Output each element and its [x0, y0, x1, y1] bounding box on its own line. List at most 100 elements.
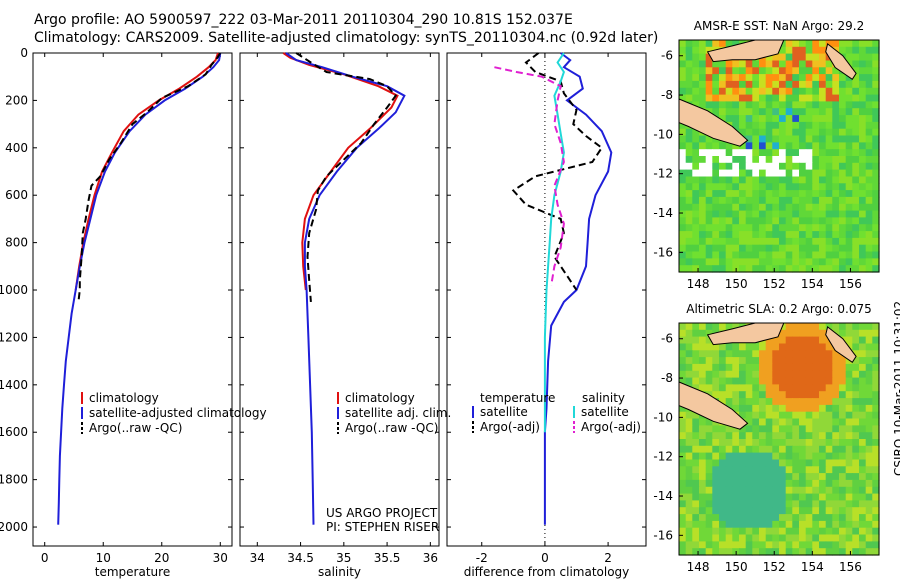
map-cell — [692, 343, 700, 351]
map-cell — [845, 514, 853, 522]
map-cell — [759, 210, 767, 218]
map-cell — [812, 67, 820, 75]
map-cell — [865, 190, 873, 198]
map-cell — [812, 336, 820, 344]
map-cell — [779, 176, 787, 184]
map-cell — [759, 60, 767, 68]
map-cell — [792, 541, 800, 549]
map-cell — [705, 534, 713, 542]
map-cell — [719, 244, 727, 253]
map-cell — [872, 466, 880, 474]
map-x-tick-label: 154 — [801, 277, 824, 291]
map-cell — [679, 149, 687, 157]
map-cell — [745, 514, 753, 522]
map-cell — [819, 231, 827, 239]
map-cell — [852, 548, 860, 556]
map-cell — [712, 203, 720, 212]
map-cell — [865, 377, 873, 385]
map-cell — [845, 329, 853, 338]
map-cell — [819, 404, 827, 413]
map-cell — [785, 40, 793, 48]
map-cell — [859, 121, 867, 130]
map-cell — [785, 237, 793, 246]
map-cell — [792, 183, 800, 191]
map-cell — [712, 432, 720, 440]
legend-temperature-entry: Argo(..raw -QC) — [89, 421, 182, 435]
project-credit: US ARGO PROJECT — [326, 506, 438, 520]
map-cell — [865, 357, 873, 365]
x-tick-label: 34.5 — [287, 551, 314, 565]
y-tick-label: 1200 — [0, 330, 28, 344]
map-cell — [732, 67, 740, 75]
map-cell — [852, 74, 860, 82]
map-cell — [805, 135, 813, 143]
map-cell — [805, 323, 813, 331]
map-cell — [839, 183, 847, 191]
map-cell — [792, 466, 800, 474]
map-cell — [679, 53, 687, 61]
map-cell — [805, 548, 813, 556]
map-cell — [745, 142, 753, 150]
map-cell — [705, 466, 713, 474]
x-tick-label: -2 — [476, 551, 488, 565]
map-cell — [792, 258, 800, 266]
map-cell — [705, 156, 713, 164]
map-cell — [759, 135, 767, 143]
map-cell — [712, 452, 720, 460]
map-cell — [825, 384, 833, 392]
map-cell — [805, 418, 813, 426]
map-cell — [699, 548, 707, 556]
map-cell — [685, 329, 693, 338]
map-cell — [799, 459, 807, 467]
map-cell — [825, 162, 833, 171]
map-cell — [845, 94, 853, 102]
map-cell — [865, 265, 873, 273]
map-cell — [679, 445, 687, 454]
map-cell — [845, 398, 853, 406]
map-cell — [765, 391, 773, 399]
map-cell — [679, 343, 687, 351]
map-cell — [859, 500, 867, 508]
map-cell — [819, 265, 827, 273]
map-cell — [792, 251, 800, 259]
map-cell — [825, 40, 833, 48]
map-cell — [785, 534, 793, 542]
map-cell — [685, 452, 693, 460]
map-cell — [692, 323, 700, 331]
map-cell — [839, 190, 847, 198]
map-cell — [732, 196, 740, 205]
map-cell — [859, 128, 867, 137]
map-cell — [805, 108, 813, 116]
map-cell — [685, 350, 693, 358]
map-cell — [839, 265, 847, 273]
map-cell — [859, 162, 867, 171]
map-cell — [852, 53, 860, 61]
map-cell — [819, 363, 827, 372]
map-cell — [805, 94, 813, 102]
map-cell — [805, 439, 813, 447]
map-cell — [859, 357, 867, 365]
map-cell — [692, 493, 700, 501]
map-cell — [752, 473, 760, 481]
map-cell — [752, 169, 760, 177]
map-cell — [859, 115, 867, 123]
series-line-satellite-adj-clim- — [285, 52, 406, 525]
map-cell — [832, 108, 840, 116]
map-cell — [739, 224, 747, 232]
map-cell — [765, 527, 773, 536]
map-cell — [692, 67, 700, 75]
map-cell — [832, 500, 840, 508]
map-cell — [772, 486, 780, 495]
map-cell — [845, 217, 853, 225]
map-cell — [805, 445, 813, 454]
map-cell — [792, 432, 800, 440]
map-y-tick-label: -14 — [653, 206, 673, 220]
map-cell — [732, 534, 740, 542]
series-line-temperature-argo-adj- — [511, 52, 604, 291]
map-cell — [779, 101, 787, 109]
map-cell — [819, 108, 827, 116]
landmass — [706, 39, 785, 63]
map-cell — [732, 370, 740, 379]
map-cell — [705, 370, 713, 379]
map-cell — [779, 53, 787, 61]
